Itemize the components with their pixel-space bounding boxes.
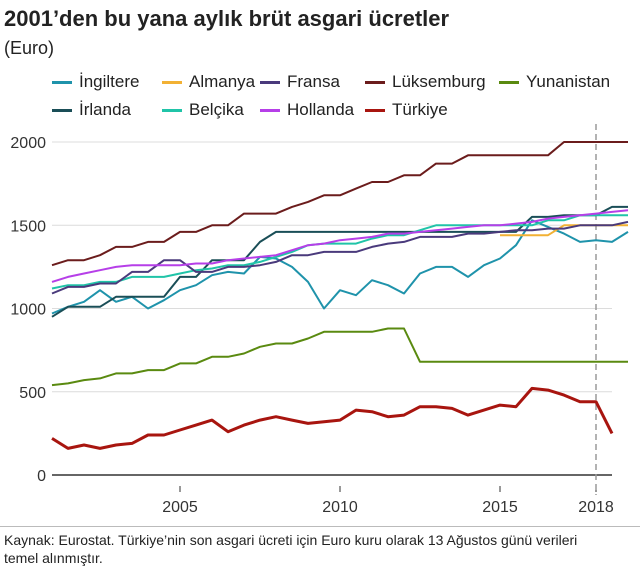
source-note: Kaynak: Eurostat. Türkiye’nin son asgari… (4, 532, 578, 566)
y-tick-label-1000: 1000 (10, 302, 46, 319)
legend-swatch-luksemburg (365, 80, 385, 84)
x-axis: 2005 2010 2015 2018 (162, 486, 614, 516)
line-chart: 0 500 1000 1500 2000 2005 2010 2015 2018 (10, 124, 629, 516)
legend-label-fransa: Fransa (287, 72, 340, 91)
legend-label-belcika: Belçika (189, 100, 244, 119)
legend-swatch-irlanda (52, 108, 72, 112)
gridlines (52, 141, 612, 476)
legend-swatch-almanya (162, 80, 182, 84)
series-line-ingiltere (51, 219, 629, 315)
legend-label-almanya: Almanya (189, 72, 256, 91)
legend-item-belcika: Belçika (162, 100, 244, 120)
legend-label-hollanda: Hollanda (287, 100, 355, 119)
x-tick-label-2005: 2005 (162, 499, 198, 516)
x-tick-label-2010: 2010 (322, 499, 358, 516)
legend-label-ingiltere: İngiltere (79, 72, 140, 91)
y-axis: 0 500 1000 1500 2000 (10, 135, 46, 485)
y-tick-label-500: 500 (19, 385, 46, 402)
series-line-luksemburg (51, 141, 628, 267)
legend-item-almanya: Almanya (162, 72, 255, 92)
footer-divider (0, 526, 640, 527)
legend-item-yunanistan: Yunanistan (499, 72, 610, 92)
legend-item-irlanda: İrlanda (52, 100, 131, 120)
x-tick-label-2018: 2018 (578, 499, 614, 516)
legend-item-fransa: Fransa (260, 72, 340, 92)
chart-title: 2001’den bu yana aylık brüt asgari ücret… (4, 6, 450, 31)
legend-label-irlanda: İrlanda (79, 100, 131, 119)
legend-swatch-hollanda (260, 108, 280, 112)
legend-label-turkiye: Türkiye (392, 100, 448, 119)
legend-item-ingiltere: İngiltere (52, 72, 139, 92)
legend-swatch-belcika (162, 108, 182, 112)
y-tick-label-0: 0 (37, 468, 46, 485)
legend-swatch-fransa (260, 80, 280, 84)
series-line-belcika (51, 214, 628, 290)
series-line-hollanda (51, 209, 629, 283)
legend: İngiltere Almanya Fransa Lüksemburg Yuna… (52, 72, 632, 128)
legend-swatch-yunanistan (499, 80, 519, 84)
legend-swatch-turkiye (365, 108, 385, 112)
legend-item-hollanda: Hollanda (260, 100, 354, 120)
y-tick-label-1500: 1500 (10, 218, 46, 235)
legend-label-yunanistan: Yunanistan (526, 72, 611, 91)
legend-label-luksemburg: Lüksemburg (392, 72, 486, 91)
legend-swatch-ingiltere (52, 80, 72, 84)
y-tick-label-2000: 2000 (10, 135, 46, 152)
chart-subtitle: (Euro) (4, 38, 55, 58)
legend-item-luksemburg: Lüksemburg (365, 72, 486, 92)
series-line-irlanda (51, 205, 628, 318)
x-tick-label-2015: 2015 (482, 499, 518, 516)
legend-item-turkiye: Türkiye (365, 100, 448, 120)
series-line-yunanistan (51, 327, 628, 387)
series-lines (51, 141, 629, 450)
series-line-fransa (51, 220, 629, 295)
series-line-turkiye (51, 386, 614, 450)
